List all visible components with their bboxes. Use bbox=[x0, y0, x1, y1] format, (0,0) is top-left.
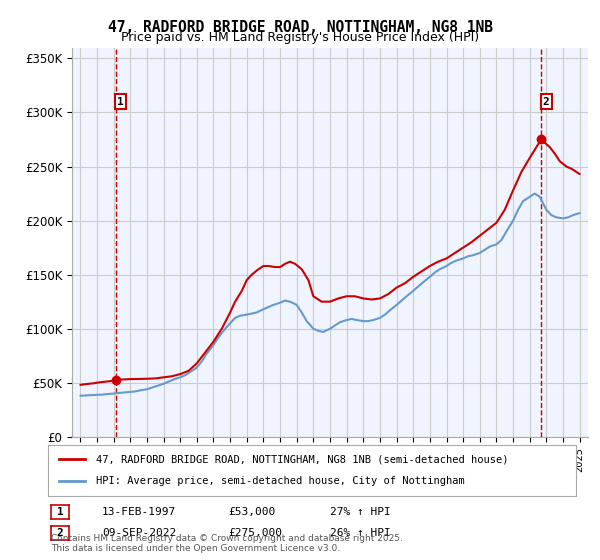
Text: 2: 2 bbox=[543, 97, 550, 106]
Text: 47, RADFORD BRIDGE ROAD, NOTTINGHAM, NG8 1NB (semi-detached house): 47, RADFORD BRIDGE ROAD, NOTTINGHAM, NG8… bbox=[95, 454, 508, 464]
Text: 26% ↑ HPI: 26% ↑ HPI bbox=[330, 528, 391, 538]
Text: £275,000: £275,000 bbox=[228, 528, 282, 538]
Text: 2: 2 bbox=[56, 528, 64, 538]
Text: 47, RADFORD BRIDGE ROAD, NOTTINGHAM, NG8 1NB: 47, RADFORD BRIDGE ROAD, NOTTINGHAM, NG8… bbox=[107, 20, 493, 35]
Text: 1: 1 bbox=[56, 507, 64, 517]
Text: 13-FEB-1997: 13-FEB-1997 bbox=[102, 507, 176, 517]
Text: Price paid vs. HM Land Registry's House Price Index (HPI): Price paid vs. HM Land Registry's House … bbox=[121, 31, 479, 44]
Text: Contains HM Land Registry data © Crown copyright and database right 2025.
This d: Contains HM Land Registry data © Crown c… bbox=[51, 534, 403, 553]
Text: HPI: Average price, semi-detached house, City of Nottingham: HPI: Average price, semi-detached house,… bbox=[95, 477, 464, 487]
Text: £53,000: £53,000 bbox=[228, 507, 275, 517]
Text: 1: 1 bbox=[117, 97, 124, 106]
Text: 09-SEP-2022: 09-SEP-2022 bbox=[102, 528, 176, 538]
Text: 27% ↑ HPI: 27% ↑ HPI bbox=[330, 507, 391, 517]
